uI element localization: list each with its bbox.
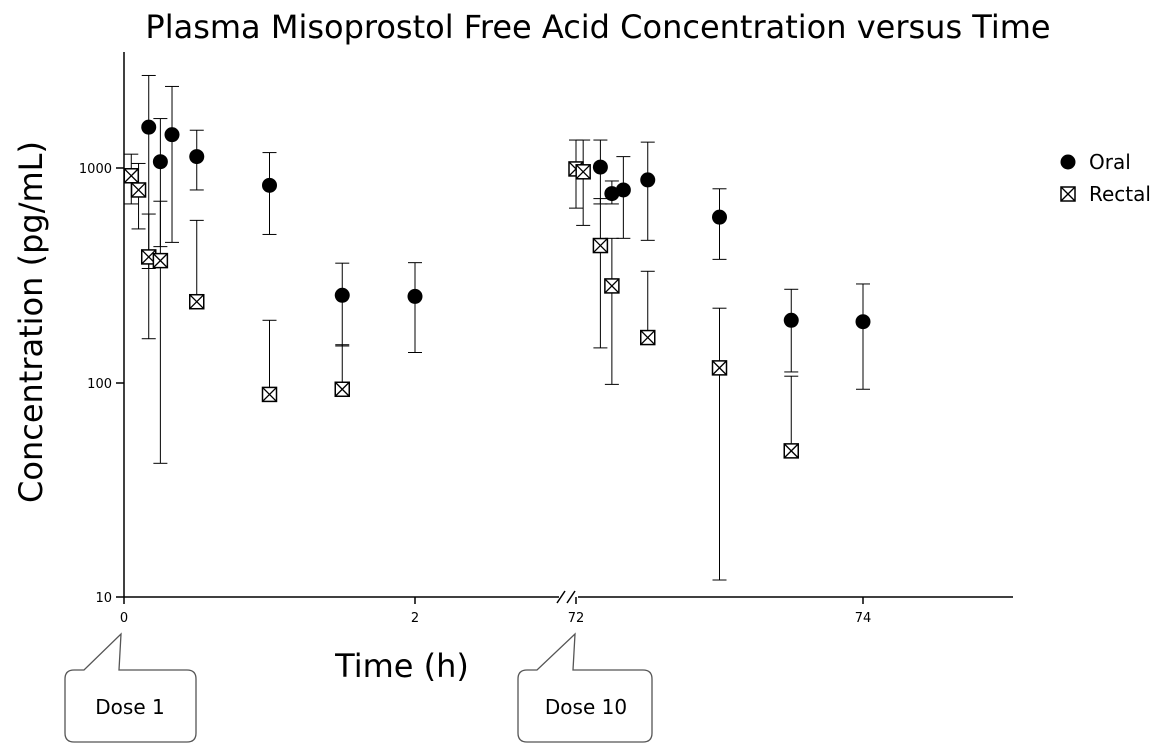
x-axis-label: Time (h) xyxy=(334,647,469,685)
callout-dose-10: Dose 10 xyxy=(517,632,653,743)
rectal-point-cross xyxy=(189,294,205,310)
oral-point xyxy=(334,287,350,303)
oral-point xyxy=(592,159,608,175)
rectal-point-cross xyxy=(575,164,591,180)
rectal-point-cross xyxy=(141,249,157,265)
y-tick-label: 100 xyxy=(87,377,112,392)
x-tick-label: 0 xyxy=(120,611,128,626)
oral-point xyxy=(640,172,656,188)
legend: Oral Rectal xyxy=(1060,150,1151,206)
oral-point xyxy=(164,127,180,143)
y-axis-label: Concentration (pg/mL) xyxy=(12,141,50,503)
rectal-point-cross xyxy=(262,386,277,402)
legend-oral-label: Oral xyxy=(1089,150,1131,174)
y-tick-label: 10 xyxy=(95,591,112,606)
rectal-point-cross xyxy=(123,168,139,184)
rectal-point-cross xyxy=(640,330,656,346)
oral-point xyxy=(712,209,727,225)
rectal-point-cross xyxy=(131,182,147,198)
oral-point xyxy=(604,186,620,202)
axis-break-mark-left xyxy=(556,590,566,604)
axis-break-mark-right xyxy=(566,590,576,604)
legend-rectal-label: Rectal xyxy=(1089,182,1151,206)
data-marks xyxy=(123,74,871,581)
y-tick-label: 1000 xyxy=(79,162,112,177)
chart-title: Plasma Misoprostol Free Acid Concentrati… xyxy=(145,8,1050,46)
oral-point xyxy=(615,182,631,198)
rectal-point-cross xyxy=(592,238,608,254)
legend-oral-marker xyxy=(1060,154,1076,170)
oral-point xyxy=(189,149,205,165)
x-tick-label: 72 xyxy=(568,611,585,626)
rectal-point-cross xyxy=(334,381,350,397)
callout-dose-1: Dose 1 xyxy=(64,632,197,743)
oral-point xyxy=(855,314,871,330)
oral-point xyxy=(152,154,168,170)
callout-dose-1-text: Dose 1 xyxy=(95,695,164,719)
oral-point xyxy=(262,177,277,193)
oral-point xyxy=(141,119,157,135)
x-tick-label: 2 xyxy=(411,611,419,626)
oral-point xyxy=(407,288,423,304)
oral-point xyxy=(783,312,799,328)
rectal-point-cross xyxy=(152,253,168,269)
legend-rectal-marker xyxy=(1060,186,1076,202)
rectal-point-cross xyxy=(783,443,799,459)
rectal-point-cross xyxy=(712,360,727,376)
x-tick-label: 74 xyxy=(855,611,872,626)
callout-dose-10-text: Dose 10 xyxy=(545,695,627,719)
rectal-point-cross xyxy=(604,278,620,294)
